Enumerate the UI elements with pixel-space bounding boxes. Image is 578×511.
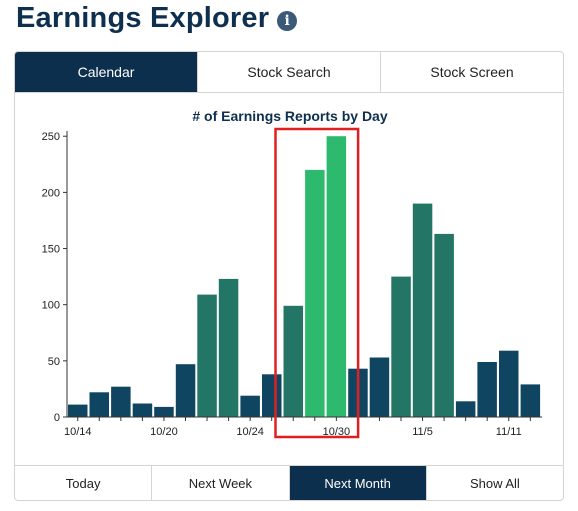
info-icon[interactable]: i [277, 10, 298, 31]
page-title-text: Earnings Explorer [16, 2, 270, 34]
range-bar: Today Next Week Next Month Show All [15, 465, 563, 500]
bar[interactable] [262, 374, 282, 417]
bar[interactable] [154, 406, 174, 417]
bars [68, 136, 541, 418]
bar[interactable] [412, 203, 433, 417]
bar[interactable] [68, 404, 88, 417]
show-all-button[interactable]: Show All [425, 466, 563, 500]
bar[interactable] [477, 362, 497, 417]
bar[interactable] [326, 136, 347, 417]
bar[interactable] [197, 294, 217, 417]
x-tick-label: 10/20 [150, 426, 178, 438]
next-month-button[interactable]: Next Month [288, 466, 426, 500]
y-tick-label: 50 [48, 356, 60, 368]
x-tick-label: 11/5 [412, 426, 433, 438]
bar[interactable] [369, 357, 390, 418]
tab-stock-screen[interactable]: Stock Screen [380, 52, 563, 92]
x-axis: 10/14 10/20 10/24 10/30 11/5 11/11 [64, 416, 543, 438]
y-tick-label: 0 [54, 412, 60, 424]
y-tick-label: 150 [42, 244, 60, 256]
bar[interactable] [520, 384, 541, 417]
tab-stock-search[interactable]: Stock Search [197, 52, 380, 92]
bar[interactable] [434, 233, 454, 417]
today-button[interactable]: Today [65, 475, 101, 491]
y-tick-label: 100 [42, 300, 60, 312]
bar[interactable] [175, 364, 196, 417]
bar[interactable] [455, 401, 476, 417]
y-tick-label: 200 [42, 187, 60, 199]
bar[interactable] [111, 386, 131, 417]
x-tick-label: 10/24 [236, 426, 264, 438]
chart-title: # of Earnings Reports by Day [192, 108, 387, 124]
bar[interactable] [499, 350, 519, 417]
bar[interactable] [305, 169, 325, 417]
next-week-button[interactable]: Next Week [151, 466, 288, 500]
x-tick-label: 10/14 [64, 426, 92, 438]
bar[interactable] [391, 276, 411, 417]
bar[interactable] [218, 278, 239, 417]
y-tick-label: 250 [42, 131, 60, 143]
highlight-box [274, 127, 360, 439]
page-title: Earnings Explorer i [16, 2, 298, 35]
x-tick-label: 11/11 [496, 426, 522, 438]
bar[interactable] [240, 395, 260, 417]
y-axis: 0 50 100 150 200 250 [42, 131, 68, 424]
earnings-panel: Calendar Stock Search Stock Screen # of … [14, 51, 564, 501]
bar[interactable] [89, 392, 110, 417]
bar[interactable] [283, 305, 304, 417]
bar[interactable] [132, 403, 153, 418]
x-tick-label: 10/30 [323, 426, 351, 438]
tab-bar: Calendar Stock Search Stock Screen [15, 52, 563, 93]
earnings-bar-chart: # of Earnings Reports by Day 0 50 100 150 20… [42, 108, 543, 439]
tab-calendar[interactable]: Calendar [15, 52, 197, 92]
